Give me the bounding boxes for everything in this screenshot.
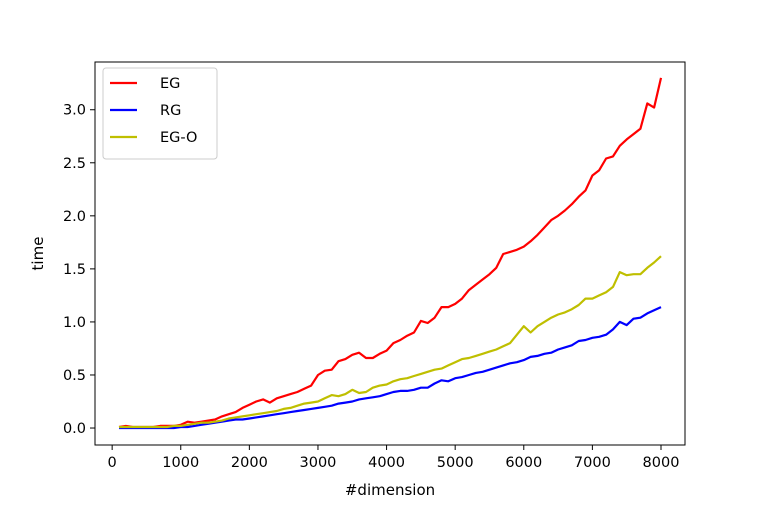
y-tick-label: 0.5 [63, 368, 86, 384]
x-tick-label: 4000 [368, 455, 405, 471]
series-line-rg [119, 306, 662, 430]
x-tick-label: 8000 [643, 455, 680, 471]
series-line-eg [118, 77, 663, 429]
y-axis-label: time [29, 237, 47, 271]
x-axis-label: #dimension [345, 481, 435, 499]
y-tick-label: 0.0 [63, 421, 86, 437]
y-tick-label: 2.5 [63, 156, 86, 172]
legend-label: RG [160, 103, 181, 119]
x-tick-label: 5000 [437, 455, 474, 471]
legend-label: EG [160, 76, 180, 92]
x-tick-label: 2000 [231, 455, 268, 471]
x-tick-label: 7000 [574, 455, 611, 471]
legend: EG RG EG-O [102, 67, 218, 160]
y-tick-label: 1.5 [63, 262, 86, 278]
x-tick-label: 1000 [162, 455, 199, 471]
x-tick-label: 3000 [300, 455, 337, 471]
x-tick-label: 0 [108, 455, 117, 471]
y-tick-label: 3.0 [63, 103, 86, 119]
y-axis: 0.0 0.5 1.0 1.5 2.0 2.5 3.0 [63, 103, 95, 437]
legend-label: EG-O [160, 130, 197, 146]
x-axis: 0 1000 2000 3000 4000 5000 6000 7000 8000 [108, 445, 680, 471]
series-line-eg-o [119, 255, 662, 429]
axes-frame [94, 61, 686, 446]
y-tick-label: 2.0 [63, 209, 86, 225]
y-tick-label: 1.0 [63, 315, 86, 331]
x-tick-label: 6000 [505, 455, 542, 471]
series-lines [118, 77, 663, 430]
